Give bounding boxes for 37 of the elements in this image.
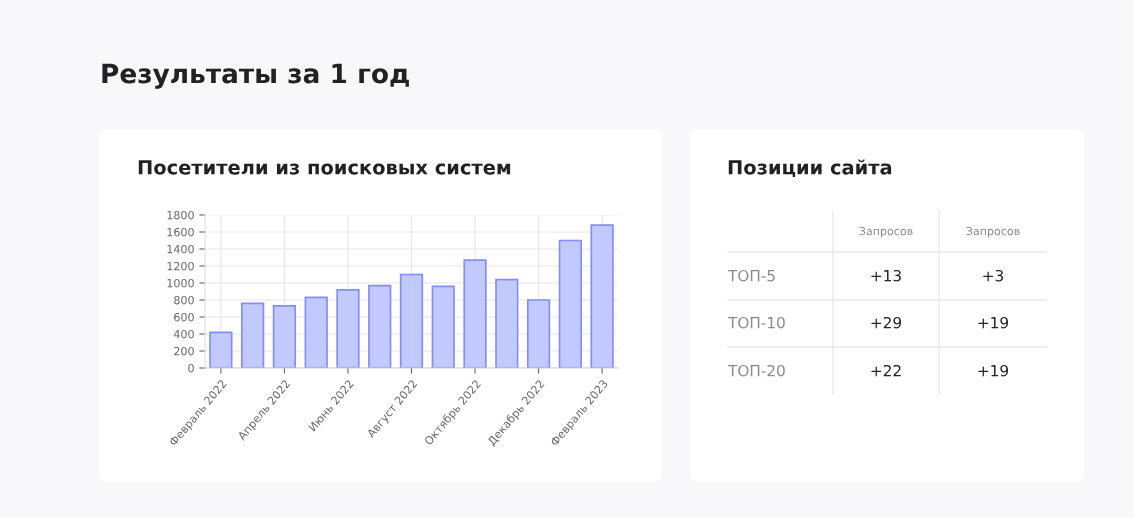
bar	[368, 284, 392, 368]
bar	[431, 285, 455, 368]
y-tick-label: 800	[174, 295, 194, 305]
bar	[463, 259, 487, 368]
text: +13	[871, 269, 901, 282]
bar	[336, 288, 360, 368]
y-tick-label: 400	[173, 329, 194, 339]
bar	[590, 224, 614, 368]
text: +3	[983, 269, 1004, 282]
bar	[526, 299, 551, 368]
bar	[272, 305, 297, 368]
text: +19	[978, 364, 1009, 377]
text: Позиции сайта	[728, 159, 892, 178]
bar	[399, 273, 424, 368]
bar	[241, 302, 265, 368]
text: +19	[978, 316, 1009, 329]
text: Результаты за 1 год	[102, 63, 409, 89]
category-label: ТОП-10	[727, 316, 785, 329]
bar	[495, 278, 519, 368]
text: +22	[871, 364, 901, 377]
category-label: Запросов	[859, 226, 913, 238]
y-tick-label: 1000	[167, 278, 194, 288]
bar	[304, 296, 328, 368]
text: +29	[871, 316, 902, 329]
y-tick-label: 200	[174, 346, 194, 356]
y-tick-label: 1200	[167, 261, 194, 271]
y-tick-label: 600	[174, 312, 194, 322]
category-label: Запросов	[966, 226, 1020, 238]
category-label: ТОП-5	[727, 269, 775, 282]
y-tick-label: 0	[188, 363, 194, 373]
y-tick-label: 1400	[167, 244, 194, 254]
y-tick-label: 1600	[167, 227, 194, 237]
bar	[209, 331, 233, 368]
bar	[558, 239, 582, 368]
category-label: ТОП-20	[727, 364, 785, 377]
y-tick-label: 1800	[167, 210, 194, 220]
chart-title: Посетители из поисковых систем	[138, 160, 511, 175]
